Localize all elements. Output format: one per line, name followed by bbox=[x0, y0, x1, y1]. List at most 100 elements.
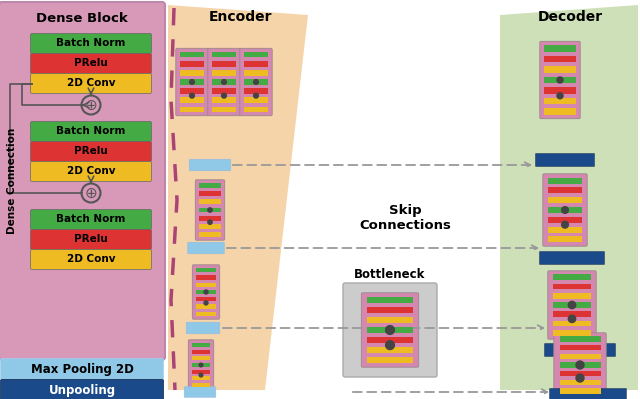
Bar bbox=[553, 302, 591, 308]
Circle shape bbox=[253, 93, 259, 98]
Bar bbox=[548, 188, 582, 194]
FancyBboxPatch shape bbox=[540, 41, 580, 119]
FancyBboxPatch shape bbox=[188, 340, 214, 390]
Bar bbox=[180, 70, 204, 76]
Bar bbox=[199, 191, 221, 196]
FancyBboxPatch shape bbox=[31, 53, 152, 73]
FancyBboxPatch shape bbox=[186, 322, 220, 334]
Bar bbox=[180, 88, 204, 94]
Text: Skip
Connections: Skip Connections bbox=[359, 204, 451, 232]
Bar bbox=[196, 297, 216, 302]
Bar bbox=[548, 178, 582, 184]
Bar bbox=[559, 388, 600, 394]
Bar bbox=[367, 317, 413, 323]
Circle shape bbox=[221, 93, 227, 98]
FancyBboxPatch shape bbox=[31, 249, 152, 269]
Bar bbox=[367, 297, 413, 303]
Bar bbox=[191, 356, 211, 360]
Text: Unpooling: Unpooling bbox=[49, 384, 116, 397]
FancyBboxPatch shape bbox=[176, 48, 208, 116]
Circle shape bbox=[576, 374, 584, 382]
Bar bbox=[548, 207, 582, 213]
Bar bbox=[559, 354, 600, 359]
Bar bbox=[212, 70, 236, 76]
Bar bbox=[548, 217, 582, 223]
Circle shape bbox=[385, 326, 394, 334]
Bar bbox=[559, 362, 600, 367]
Bar bbox=[191, 350, 211, 354]
Bar bbox=[196, 304, 216, 309]
Circle shape bbox=[557, 77, 563, 83]
Bar bbox=[559, 380, 600, 385]
Text: Decoder: Decoder bbox=[538, 10, 603, 24]
Text: Max Pooling 2D: Max Pooling 2D bbox=[31, 363, 133, 376]
Circle shape bbox=[189, 93, 195, 98]
Bar bbox=[548, 197, 582, 203]
Bar bbox=[196, 290, 216, 294]
Bar bbox=[367, 337, 413, 343]
FancyBboxPatch shape bbox=[184, 387, 216, 397]
Polygon shape bbox=[500, 5, 638, 390]
Text: ⊕: ⊕ bbox=[84, 97, 97, 113]
FancyBboxPatch shape bbox=[189, 159, 231, 171]
FancyBboxPatch shape bbox=[554, 333, 606, 397]
FancyBboxPatch shape bbox=[31, 73, 152, 93]
Bar bbox=[367, 347, 413, 353]
Bar bbox=[545, 108, 575, 115]
Bar bbox=[545, 87, 575, 94]
Text: PRelu: PRelu bbox=[74, 235, 108, 245]
Bar bbox=[545, 66, 575, 73]
Text: Dense Block: Dense Block bbox=[36, 12, 128, 26]
Circle shape bbox=[208, 220, 212, 224]
Bar bbox=[199, 207, 221, 212]
Text: 2D Conv: 2D Conv bbox=[67, 166, 115, 176]
FancyBboxPatch shape bbox=[31, 34, 152, 53]
Bar bbox=[553, 275, 591, 280]
FancyBboxPatch shape bbox=[195, 180, 225, 240]
Bar bbox=[545, 56, 575, 62]
FancyBboxPatch shape bbox=[31, 142, 152, 162]
Bar bbox=[559, 345, 600, 350]
Text: PRelu: PRelu bbox=[74, 59, 108, 69]
Circle shape bbox=[568, 315, 576, 322]
FancyBboxPatch shape bbox=[540, 251, 605, 265]
FancyBboxPatch shape bbox=[31, 162, 152, 182]
Bar bbox=[191, 343, 211, 347]
Bar bbox=[196, 268, 216, 273]
Text: Bottleneck: Bottleneck bbox=[355, 268, 426, 281]
Bar bbox=[244, 79, 268, 85]
Bar bbox=[553, 293, 591, 298]
FancyBboxPatch shape bbox=[1, 379, 163, 399]
Bar bbox=[244, 52, 268, 57]
Bar bbox=[545, 45, 575, 52]
Text: Batch Norm: Batch Norm bbox=[56, 126, 125, 136]
Circle shape bbox=[562, 221, 568, 228]
Circle shape bbox=[221, 79, 227, 85]
Bar bbox=[199, 224, 221, 229]
Bar bbox=[553, 284, 591, 289]
FancyBboxPatch shape bbox=[0, 2, 165, 360]
Circle shape bbox=[253, 79, 259, 85]
Bar bbox=[199, 183, 221, 188]
Text: Dense Connection: Dense Connection bbox=[7, 128, 17, 234]
Bar bbox=[180, 97, 204, 103]
Bar bbox=[191, 376, 211, 381]
Bar bbox=[212, 97, 236, 103]
Bar bbox=[244, 61, 268, 67]
Bar bbox=[196, 312, 216, 316]
Bar bbox=[559, 371, 600, 376]
Bar bbox=[367, 357, 413, 363]
FancyBboxPatch shape bbox=[548, 271, 596, 339]
Bar bbox=[199, 215, 221, 221]
Bar bbox=[180, 79, 204, 85]
FancyBboxPatch shape bbox=[31, 209, 152, 229]
Circle shape bbox=[562, 207, 568, 213]
Polygon shape bbox=[168, 5, 308, 390]
Circle shape bbox=[199, 373, 203, 377]
Bar bbox=[244, 88, 268, 94]
FancyBboxPatch shape bbox=[343, 283, 437, 377]
FancyBboxPatch shape bbox=[362, 293, 419, 367]
Text: Encoder: Encoder bbox=[208, 10, 272, 24]
Bar bbox=[244, 107, 268, 112]
FancyBboxPatch shape bbox=[550, 389, 627, 399]
